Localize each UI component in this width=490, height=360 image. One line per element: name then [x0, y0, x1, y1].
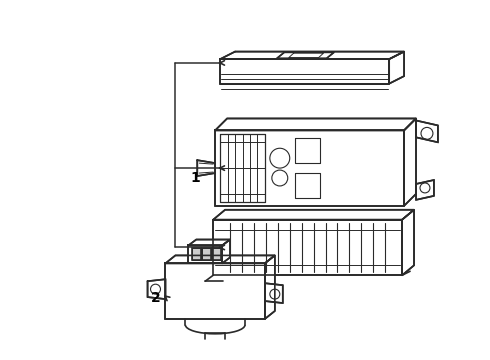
Polygon shape	[202, 248, 211, 260]
Polygon shape	[166, 255, 275, 264]
Polygon shape	[197, 160, 215, 176]
Polygon shape	[220, 59, 389, 84]
Polygon shape	[166, 264, 265, 319]
Polygon shape	[188, 239, 230, 246]
Polygon shape	[188, 246, 222, 264]
Polygon shape	[402, 210, 414, 275]
Polygon shape	[404, 118, 416, 206]
Polygon shape	[147, 279, 166, 299]
Polygon shape	[215, 118, 416, 130]
Polygon shape	[265, 283, 283, 303]
Polygon shape	[192, 248, 201, 260]
Polygon shape	[416, 180, 434, 200]
Polygon shape	[222, 239, 230, 264]
Polygon shape	[220, 51, 404, 59]
Polygon shape	[389, 51, 404, 84]
Polygon shape	[265, 255, 275, 319]
Polygon shape	[416, 121, 438, 142]
Polygon shape	[213, 210, 414, 220]
Polygon shape	[213, 220, 402, 275]
Polygon shape	[215, 130, 404, 206]
Text: 2: 2	[150, 291, 160, 305]
Polygon shape	[277, 52, 334, 58]
Text: 1: 1	[191, 171, 200, 185]
Polygon shape	[212, 248, 221, 260]
